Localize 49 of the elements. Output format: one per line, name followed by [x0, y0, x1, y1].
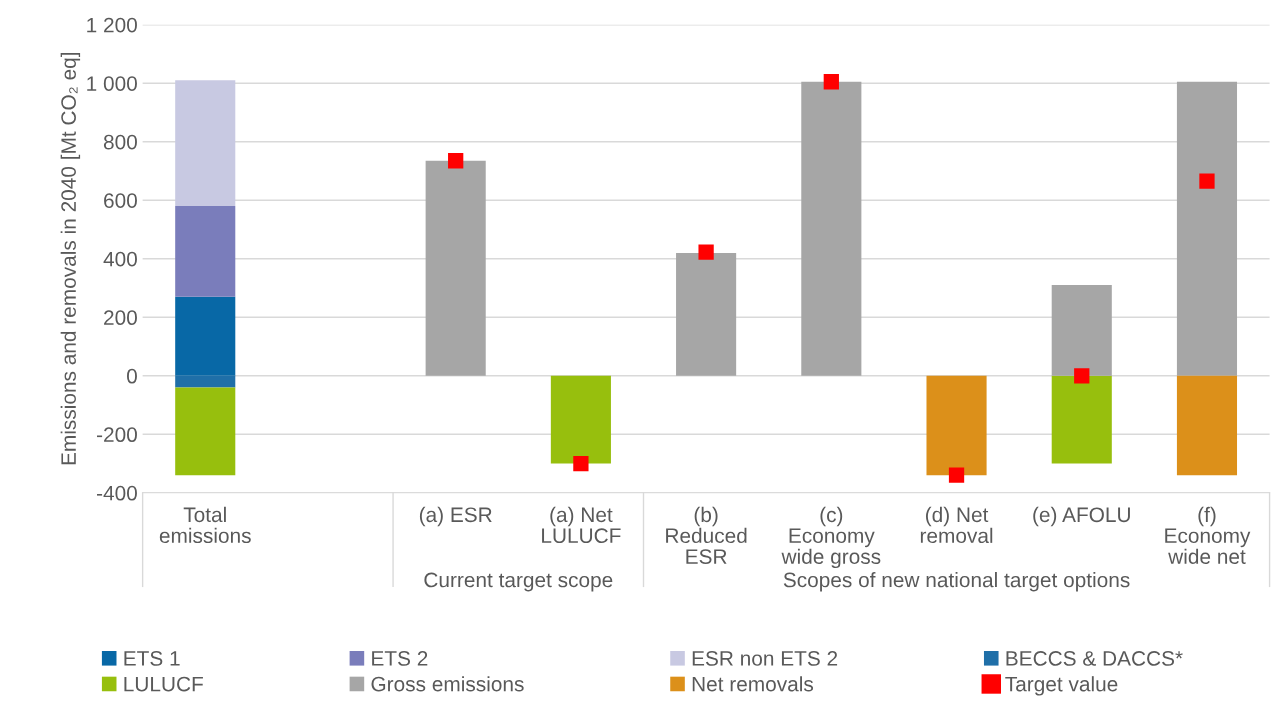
legend-label: ESR non ETS 2: [692, 651, 838, 666]
y-tick-label: 200: [104, 310, 137, 326]
x-tick-label: (f) Economy wide net: [1165, 506, 1251, 564]
bar: [175, 387, 236, 476]
y-tick-label: 1 200: [87, 17, 137, 33]
point: [1074, 368, 1090, 384]
text: Current target scope: [424, 572, 613, 592]
legend-label: LULUCF: [124, 676, 203, 692]
x-tick-label: (b) Reduced ESR: [666, 506, 747, 564]
bar: [676, 252, 737, 376]
bar: [801, 81, 862, 376]
y-tick-label: 400: [103, 251, 137, 267]
legend-label: BECCS & DACCS*: [1006, 651, 1183, 666]
point: [573, 455, 589, 472]
bar: [425, 160, 486, 376]
y-tick-label: -200: [97, 427, 137, 443]
legend-label: ETS 2: [372, 651, 428, 666]
bar: [1051, 285, 1112, 376]
legend-label: Target value: [1005, 676, 1118, 696]
y-tick-label: 0: [127, 368, 137, 384]
bar: [1051, 375, 1112, 464]
y-tick-label: -400: [97, 485, 137, 501]
bar: [175, 206, 236, 297]
y-tick-label: 800: [103, 134, 137, 150]
x-tick-label: (a) Net LULUCF: [542, 506, 621, 544]
bar: [175, 375, 236, 388]
point: [823, 74, 839, 90]
bar: [1176, 81, 1238, 376]
y-axis-title: Emissions and removals in 2040 [Mt CO₂ eq]: [60, 52, 81, 465]
y-tick-label: 600: [104, 193, 137, 208]
bar: [550, 375, 611, 464]
legend-label: Net removals: [692, 676, 814, 692]
bar: [175, 296, 236, 376]
point: [948, 467, 965, 483]
text: Scopes of new national target options: [783, 572, 1130, 592]
y-tick-label: 1 000: [87, 76, 137, 91]
bar: [926, 375, 987, 476]
x-tick-label: (e) AFOLU: [1033, 506, 1130, 527]
x-tick-label: (c) Economy wide gross: [781, 506, 881, 569]
x-tick-label: (a) ESR: [419, 506, 492, 527]
point: [698, 244, 714, 260]
point: [1199, 173, 1215, 189]
legend-label: ETS 1: [124, 651, 180, 666]
legend-label: Gross emissions: [371, 676, 524, 692]
bar: [175, 80, 236, 207]
x-tick-label: Total emissions: [159, 506, 251, 544]
point: [448, 153, 464, 169]
x-tick-label: (d) Net removal: [920, 506, 993, 544]
bar: [1176, 375, 1238, 476]
